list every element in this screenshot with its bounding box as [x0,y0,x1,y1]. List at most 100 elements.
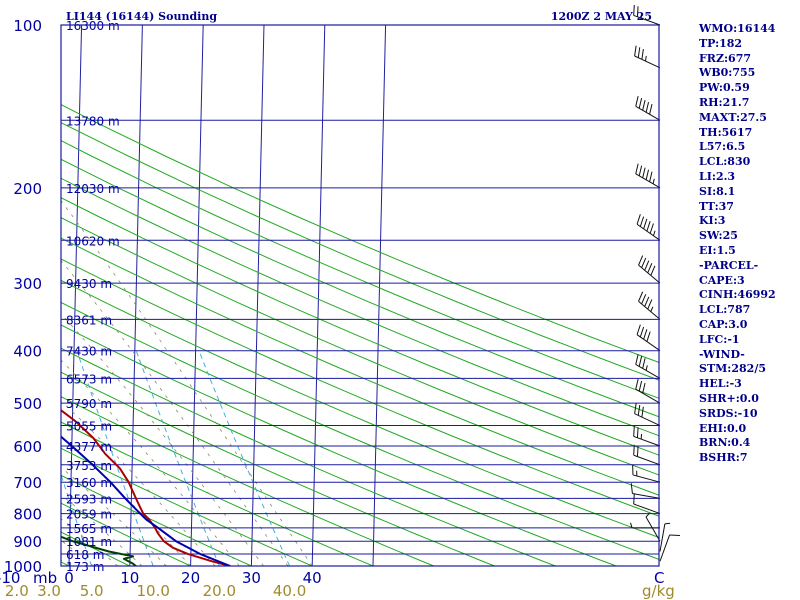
wind-barb-flag [637,404,641,416]
sounding-index-list: WMO:16144 TP:182 FRZ:677 WB0:755 PW:0.59 RH:2… [699,22,776,466]
sounding-index-item: CAPE:3 [699,273,745,287]
height-label: 10620 m [66,234,120,248]
height-label: 2593 m [66,492,112,506]
parcel-trace [61,435,231,566]
wind-barb [630,522,660,529]
wind-barb-flag [641,406,644,418]
height-label: 1565 m [66,522,112,536]
wind-barb-flag [636,6,639,17]
wind-barb-flag [643,218,648,229]
wind-barb-half [652,178,655,184]
wind-barb-staff [632,493,661,499]
wind-barb [633,425,661,447]
sounding-index-item: TH:5617 [699,125,753,139]
wind-barb-flag [642,99,646,111]
dry-adiabat [61,122,659,381]
sounding-index-item: CINH:46992 [699,288,776,302]
wind-barb-flag [636,214,641,225]
wind-barb-staff [634,413,661,426]
wind-barb-flag [649,171,653,182]
height-label: 16300 m [66,19,120,33]
dry-adiabat [61,177,659,437]
wind-barb-half [645,365,648,371]
isotherm-line [311,25,326,566]
wind-barb-flag [635,354,639,365]
sounding-time: 1200Z 2 MAY 25 [551,10,652,23]
sounding-index-item: -WIND- [699,347,745,361]
dry-adiabat [61,104,659,364]
wind-barb-flag [638,255,644,266]
temperature-label: 20 [181,569,200,587]
wind-barb-flag [641,48,644,60]
wind-barb [659,522,671,552]
height-label: 3753 m [66,459,112,473]
sounding-index-item: LI:2.3 [699,169,736,183]
wind-barb-flag [645,101,650,113]
wind-barb [633,444,661,466]
temperature-label: -10 [0,569,20,587]
mixing-ratio-line [135,350,220,566]
temperature-trace [61,409,231,566]
wind-barb [633,4,661,26]
wind-barb [634,403,661,426]
station-title: LI144 (16144) Sounding [66,10,217,23]
axis-unit-label: mb [33,569,57,587]
wind-barb-flag [636,446,639,457]
wind-barb-flag [643,329,648,340]
celsius-label: C [654,569,664,587]
wind-barb-flag [635,95,639,107]
wind-barb-staff [638,264,661,284]
height-label: 5055 m [66,420,112,434]
height-label: 6573 m [66,372,112,386]
wind-barb-flag [633,493,635,505]
sounding-index-item: KI:3 [699,214,726,228]
height-label: 618 m [66,548,104,562]
pressure-label: 200 [13,180,42,198]
wind-barb-staff [633,503,661,515]
height-label: 4377 m [66,440,112,454]
sounding-index-item: STM:282/5 [699,362,766,376]
wind-barb [635,378,661,404]
wind-barb-half [664,522,671,525]
sounding-traces [61,409,231,566]
wind-barb-half [645,55,647,62]
wind-barb-staff [633,454,661,466]
wind-barb-flag [633,425,635,437]
pressure-label: 1000 [4,558,42,576]
wind-barb-flag [641,257,647,268]
wind-barb-staff [634,55,661,69]
sounding-index-item: SW:25 [699,229,738,243]
wind-barb-flag [638,356,643,367]
wind-barb-flag [634,45,637,57]
wind-barb-staff [636,334,661,352]
isotherm-line [372,25,387,566]
sounding-index-item: EI:1.5 [699,243,736,257]
mixing-ratio-line [198,350,291,566]
sounding-index-item: BRN:0.4 [699,436,751,450]
dry-adiabat [0,25,8,566]
wind-barb-half [645,512,650,518]
isotherm-line [250,25,265,566]
dry-adiabat [61,140,659,399]
wind-barb [632,464,661,483]
wind-barb-flag [642,358,646,369]
wind-barb [633,493,661,515]
pressure-label: 900 [13,533,42,551]
wind-barb-staff [659,523,666,552]
pressure-label: 400 [13,343,42,361]
wind-barb-staff [635,105,661,121]
wind-barb [635,95,661,121]
sounding-index-item: RH:21.7 [699,95,750,109]
height-label: 7430 m [66,345,112,359]
dry-adiabat [61,197,659,456]
temperature-label: 30 [242,569,261,587]
sounding-index-item: L57:6.5 [699,140,746,154]
dry-adiabat [61,258,659,517]
wind-barb-half [652,230,656,236]
wind-barb [635,354,661,379]
wind-barb-flag [641,294,647,305]
height-label: 13780 m [66,114,120,128]
mixing-ratio-label: 2.0 [5,582,29,600]
wind-barb-flag [636,427,639,438]
